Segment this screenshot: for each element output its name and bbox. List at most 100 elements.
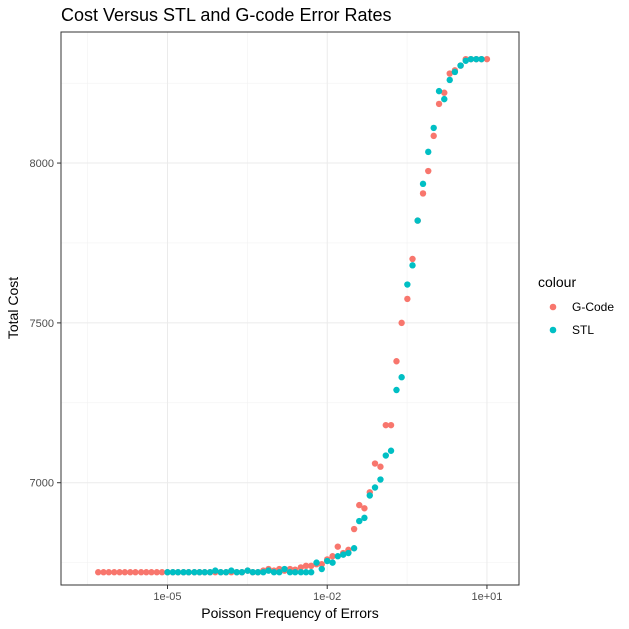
- x-tick-label: 1e-05: [153, 591, 181, 603]
- point-g-code: [95, 569, 102, 576]
- point-g-code: [111, 569, 118, 576]
- point-g-code: [334, 543, 341, 550]
- point-stl: [345, 549, 352, 557]
- point-stl: [371, 484, 379, 491]
- y-tick-label: 7500: [30, 318, 54, 330]
- point-g-code: [116, 569, 123, 576]
- point-stl: [302, 569, 310, 576]
- point-stl: [196, 569, 203, 576]
- point-stl: [467, 55, 475, 63]
- point-g-code: [419, 190, 427, 197]
- point-stl: [361, 514, 368, 522]
- point-g-code: [446, 70, 453, 77]
- point-stl: [446, 76, 453, 84]
- point-g-code: [137, 569, 145, 576]
- point-stl: [174, 569, 182, 576]
- point-stl: [377, 476, 384, 483]
- point-g-code: [153, 569, 161, 576]
- point-stl: [478, 55, 485, 63]
- point-stl: [276, 569, 283, 576]
- point-g-code: [404, 295, 411, 303]
- point-stl: [249, 569, 256, 576]
- legend: colour G-Code STL: [538, 274, 614, 337]
- point-g-code: [393, 358, 400, 365]
- point-g-code: [121, 569, 129, 576]
- point-g-code: [435, 100, 443, 108]
- point-g-code: [132, 569, 139, 576]
- point-stl: [180, 569, 187, 576]
- x-tick-label: 1e+01: [471, 591, 502, 603]
- point-stl: [329, 559, 336, 566]
- point-stl: [318, 565, 325, 573]
- point-stl: [350, 545, 358, 552]
- point-g-code: [148, 569, 155, 576]
- point-g-code: [350, 525, 358, 533]
- point-g-code: [302, 562, 310, 570]
- point-stl: [462, 57, 469, 64]
- point-g-code: [387, 421, 395, 429]
- point-g-code: [318, 561, 325, 568]
- point-stl: [201, 569, 208, 576]
- y-tick-label: 7000: [30, 478, 54, 490]
- point-g-code: [100, 569, 107, 576]
- point-stl: [334, 553, 341, 560]
- chart-title: Cost Versus STL and G-code Error Rates: [61, 5, 391, 25]
- point-stl: [324, 557, 331, 565]
- point-stl: [244, 567, 251, 574]
- point-g-code: [398, 319, 405, 327]
- point-stl: [387, 447, 395, 454]
- point-stl: [297, 569, 305, 576]
- point-stl: [398, 374, 405, 381]
- point-stl: [206, 569, 214, 576]
- point-stl: [451, 68, 459, 76]
- point-stl: [404, 281, 411, 288]
- point-stl: [435, 87, 443, 95]
- plot-panel-border: [60, 31, 520, 586]
- point-stl: [260, 569, 267, 576]
- point-stl: [425, 148, 432, 156]
- point-stl: [270, 569, 278, 576]
- point-stl: [430, 124, 437, 132]
- legend-label-gcode: G-Code: [572, 300, 614, 314]
- point-stl: [222, 569, 230, 576]
- point-stl: [169, 569, 177, 576]
- legend-title: colour: [538, 274, 576, 290]
- point-stl: [238, 569, 246, 576]
- point-g-code: [409, 255, 416, 263]
- point-stl: [228, 567, 235, 574]
- point-stl: [286, 569, 294, 576]
- point-stl: [313, 559, 320, 566]
- point-g-code: [158, 569, 166, 576]
- point-g-code: [371, 460, 379, 467]
- point-g-code: [329, 553, 336, 560]
- point-g-code: [307, 562, 315, 570]
- legend-label-stl: STL: [572, 323, 594, 337]
- point-g-code: [127, 569, 134, 576]
- point-stl: [356, 517, 363, 525]
- point-stl: [191, 569, 198, 576]
- point-g-code: [430, 132, 437, 140]
- point-g-code: [441, 89, 448, 96]
- point-stl: [291, 569, 299, 576]
- point-stl: [366, 492, 373, 499]
- point-g-code: [425, 167, 432, 175]
- point-stl: [185, 569, 192, 576]
- point-stl: [212, 567, 219, 574]
- legend-key-stl: [549, 326, 557, 334]
- point-g-code: [361, 505, 368, 512]
- point-stl: [164, 569, 171, 576]
- x-tick-label: 1e-02: [313, 591, 341, 603]
- point-g-code: [297, 564, 305, 571]
- legend-key-gcode: [549, 303, 557, 311]
- point-stl: [254, 569, 262, 576]
- axis-ticks: 1e-05 1e-02 1e+01 7000 7500 8000: [30, 158, 503, 603]
- point-g-code: [143, 569, 150, 576]
- point-stl: [457, 62, 464, 69]
- point-stl: [414, 217, 421, 224]
- data-points: [95, 55, 491, 576]
- point-stl: [441, 95, 448, 103]
- point-g-code: [105, 569, 112, 576]
- point-stl: [340, 551, 347, 558]
- point-g-code: [377, 463, 384, 470]
